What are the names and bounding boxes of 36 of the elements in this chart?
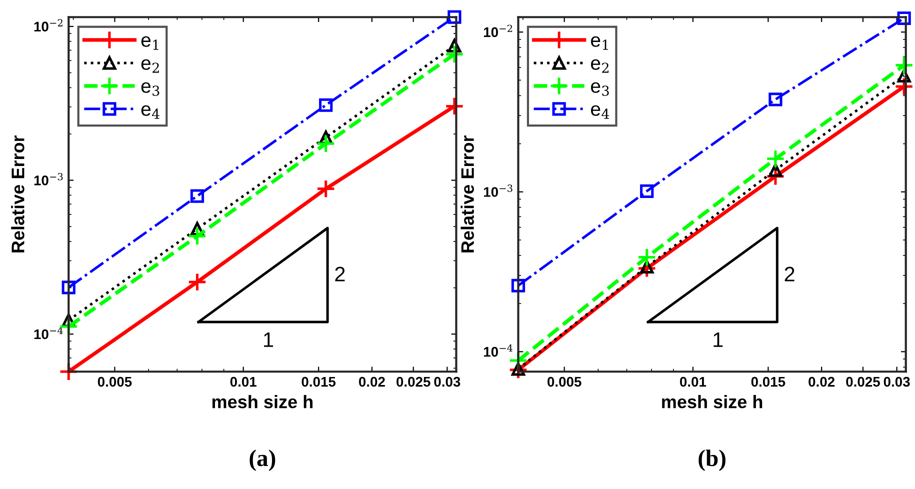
y-axis-title: Relative Error [11, 135, 24, 252]
x-tick-label: 0.01 [230, 376, 256, 387]
text: (a) [250, 450, 276, 471]
annotation: 1 [264, 332, 274, 347]
x-axis-title: mesh size h [662, 395, 762, 408]
legend-label: e$_{3}$ [141, 82, 160, 96]
x-tick-label: 0.015 [751, 376, 786, 387]
legend-label: e$_{2}$ [591, 59, 609, 73]
y-tick-label: 10$^{−2}$ [484, 24, 512, 38]
annotation: 2 [784, 266, 794, 282]
annotation: 1 [714, 332, 723, 347]
y-tick-label: 10$^{−4}$ [484, 344, 513, 357]
y-tick-label: 10$^{−3}$ [34, 172, 63, 186]
legend-label: e$_{1}$ [141, 36, 158, 50]
y-tick-label: 10$^{−3}$ [484, 184, 512, 197]
x-tick-label: 0.02 [358, 376, 385, 387]
x-tick-label: 0.025 [846, 376, 880, 387]
x-tick-label: 0.01 [680, 376, 706, 387]
y-tick-label: 10$^{−2}$ [34, 19, 62, 32]
x-tick-label: 0.005 [548, 376, 582, 387]
x-tick-label: 0.025 [396, 376, 430, 387]
annotation: 2 [335, 266, 345, 282]
y-axis-title: Relative Error [460, 135, 474, 252]
legend-label: e$_{1}$ [591, 36, 608, 50]
text: (b) [698, 450, 726, 471]
x-tick-label: 0.005 [98, 376, 132, 387]
legend-label: e$_{4}$ [141, 105, 160, 119]
x-axis-title: mesh size h [212, 395, 312, 408]
legend-label: e$_{3}$ [591, 82, 609, 96]
x-tick-label: 0.02 [808, 376, 835, 387]
x-tick-label: 0.03 [884, 376, 910, 387]
legend-label: e$_{4}$ [591, 105, 610, 119]
x-tick-label: 0.015 [302, 376, 336, 387]
y-tick-label: 10$^{−4}$ [34, 326, 63, 340]
legend-label: e$_{2}$ [141, 59, 159, 73]
x-tick-label: 0.03 [434, 376, 460, 387]
